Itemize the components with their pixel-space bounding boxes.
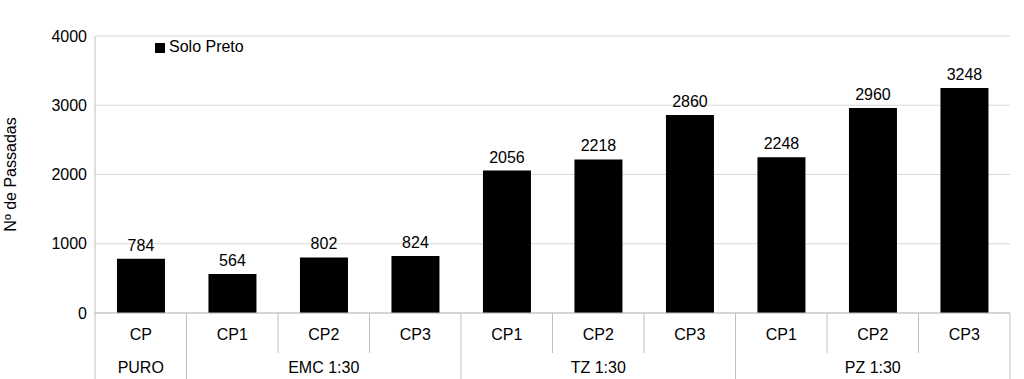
svg-text:2248: 2248 — [764, 135, 800, 152]
svg-text:2000: 2000 — [51, 166, 87, 183]
svg-text:564: 564 — [219, 252, 246, 269]
svg-text:CP3: CP3 — [949, 326, 980, 343]
svg-text:3248: 3248 — [947, 66, 983, 83]
svg-text:EMC 1:30: EMC 1:30 — [288, 359, 359, 376]
svg-text:CP2: CP2 — [583, 326, 614, 343]
svg-text:TZ 1:30: TZ 1:30 — [571, 359, 626, 376]
svg-text:CP3: CP3 — [400, 326, 431, 343]
svg-text:PURO: PURO — [118, 359, 164, 376]
svg-text:CP2: CP2 — [857, 326, 888, 343]
svg-text:2860: 2860 — [672, 93, 708, 110]
svg-text:3000: 3000 — [51, 97, 87, 114]
svg-text:784: 784 — [128, 237, 155, 254]
svg-text:4000: 4000 — [51, 28, 87, 45]
svg-text:824: 824 — [402, 234, 429, 251]
svg-text:Nº de Passadas: Nº de Passadas — [8, 117, 19, 231]
html-text:Solo Preto: Solo Preto — [169, 38, 244, 55]
svg-text:CP1: CP1 — [491, 326, 522, 343]
svg-text:2056: 2056 — [489, 149, 525, 166]
svg-text:802: 802 — [311, 235, 338, 252]
svg-text:1000: 1000 — [51, 235, 87, 252]
svg-text:PZ 1:30: PZ 1:30 — [845, 359, 901, 376]
svg-text:CP: CP — [130, 326, 152, 343]
svg-text:0: 0 — [78, 305, 87, 322]
svg-text:CP1: CP1 — [217, 326, 248, 343]
svg-text:2218: 2218 — [581, 137, 617, 154]
svg-text:2960: 2960 — [855, 86, 891, 103]
svg-text:CP3: CP3 — [674, 326, 705, 343]
svg-text:CP2: CP2 — [308, 326, 339, 343]
svg-text:CP1: CP1 — [766, 326, 797, 343]
